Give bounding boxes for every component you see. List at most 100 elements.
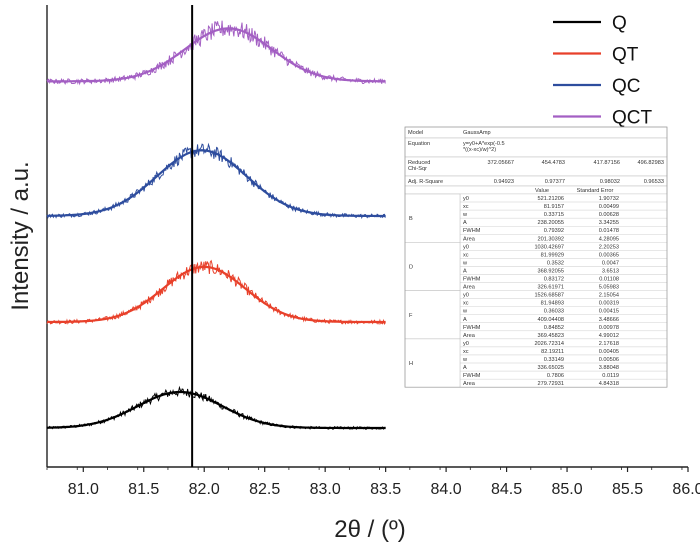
table-value: 0.7806 <box>547 373 564 379</box>
table-param: xc <box>463 252 469 258</box>
table-param: xc <box>463 204 469 210</box>
table-cell: *((x-xc)/w)^2) <box>463 147 496 153</box>
table-error: 2.17618 <box>599 341 619 347</box>
table-error: 0.0047 <box>602 260 619 266</box>
x-tick-label: 83.5 <box>370 481 401 498</box>
table-error: 3.48666 <box>599 317 619 323</box>
series-fit-line <box>47 27 386 83</box>
table-cell: 0.97377 <box>545 179 565 185</box>
table-cell: 372.05667 <box>488 160 514 166</box>
table-value: 1526.68587 <box>534 293 564 299</box>
x-tick-label: 82.5 <box>249 481 280 498</box>
x-tick-label: 81.0 <box>68 481 99 498</box>
table-header-row <box>404 156 668 177</box>
series-q <box>46 385 386 431</box>
table-error: 3.88048 <box>599 365 619 371</box>
table-param: A <box>463 365 467 371</box>
table-value: 1030.42697 <box>534 244 564 250</box>
table-cell: 0.94923 <box>494 179 514 185</box>
series-data-line <box>46 142 386 220</box>
table-group-label: H <box>409 361 413 367</box>
legend-label: QC <box>612 76 641 97</box>
table-value: 0.83172 <box>544 277 564 283</box>
table-error: 0.00415 <box>599 309 619 315</box>
table-param: A <box>463 317 467 323</box>
table-error: 4.84318 <box>599 381 619 387</box>
table-value: 369.45823 <box>538 333 564 339</box>
x-tick-label: 81.5 <box>128 481 159 498</box>
table-param: w <box>462 212 468 218</box>
x-tick-label: 86.0 <box>672 481 700 498</box>
table-group-cell <box>404 338 461 388</box>
table-value: 81.94893 <box>541 301 564 307</box>
table-cell: Equation <box>408 141 430 147</box>
series-fit-line <box>46 149 386 218</box>
table-value: 521.21206 <box>538 196 564 202</box>
table-group-cell <box>404 193 461 243</box>
x-tick-label: 84.5 <box>491 481 522 498</box>
table-border <box>404 126 668 388</box>
table-value: 0.3532 <box>547 260 564 266</box>
table-error: 0.00506 <box>599 357 619 363</box>
x-tick-label: 82.0 <box>189 481 220 498</box>
table-value: 0.33149 <box>544 357 564 363</box>
fit-table: Model GaussAmp Equation y=y0+A*exp(-0.5*((x… <box>404 126 668 388</box>
table-param: y0 <box>463 244 469 250</box>
table-cell: Chi-Sqr <box>408 166 427 172</box>
table-cell: 417.87156 <box>594 160 620 166</box>
table-colheader: Standard Error <box>577 188 614 194</box>
table-value: 0.36033 <box>544 309 564 315</box>
table-param: w <box>462 357 468 363</box>
table-cell: Model <box>408 130 423 136</box>
table-value: 82.19211 <box>541 349 564 355</box>
legend-label: QCT <box>612 108 653 129</box>
table-param: w <box>462 260 468 266</box>
table-param: FWHM <box>463 373 481 379</box>
series-qct <box>46 20 386 86</box>
table-error: 0.00628 <box>599 212 619 218</box>
table-error: 0.00319 <box>599 301 619 307</box>
series-qc <box>46 142 386 220</box>
table-param: FWHM <box>463 277 481 283</box>
table-value: 201.30392 <box>538 236 564 242</box>
table-param: xc <box>463 301 469 307</box>
series-data-line <box>46 259 386 326</box>
table-header-row <box>404 126 668 139</box>
table-group-label: F <box>409 313 413 319</box>
table-param: Area <box>463 381 476 387</box>
table-param: FWHM <box>463 325 481 331</box>
table-value: 409.04408 <box>538 317 564 323</box>
table-value: 326.61971 <box>538 285 564 291</box>
table-value: 0.33715 <box>544 212 564 218</box>
series-qt <box>46 259 386 326</box>
table-error: 3.6513 <box>602 268 619 274</box>
table-param: Area <box>463 333 476 339</box>
table-error: 5.05983 <box>599 285 619 291</box>
table-param: y0 <box>463 196 469 202</box>
table-cell: Adj. R-Square <box>408 179 443 185</box>
x-axis-title: 2θ / (º) <box>334 516 405 543</box>
table-header-row <box>404 175 668 187</box>
table-param: y0 <box>463 341 469 347</box>
table-group-label: D <box>409 264 413 270</box>
table-error: 0.00365 <box>599 252 619 258</box>
table-error: 2.20253 <box>599 244 619 250</box>
x-tick-label: 85.0 <box>551 481 582 498</box>
table-error: 0.01478 <box>599 228 619 234</box>
table-value: 0.84852 <box>544 325 564 331</box>
table-error: 0.00499 <box>599 204 619 210</box>
table-error: 4.28095 <box>599 236 619 242</box>
y-axis-title: Intensity / a.u. <box>7 161 34 310</box>
table-value: 81.9157 <box>544 204 564 210</box>
table-group-label: B <box>409 216 413 222</box>
table-cell: 0.96533 <box>644 179 664 185</box>
table-param: xc <box>463 349 469 355</box>
series-fit-line <box>46 390 386 430</box>
table-value: 368.92055 <box>538 268 564 274</box>
table-cell: y=y0+A*exp(-0.5 <box>463 141 505 147</box>
legend-label: Q <box>612 13 627 34</box>
table-value: 0.79392 <box>544 228 564 234</box>
table-param: Area <box>463 285 476 291</box>
